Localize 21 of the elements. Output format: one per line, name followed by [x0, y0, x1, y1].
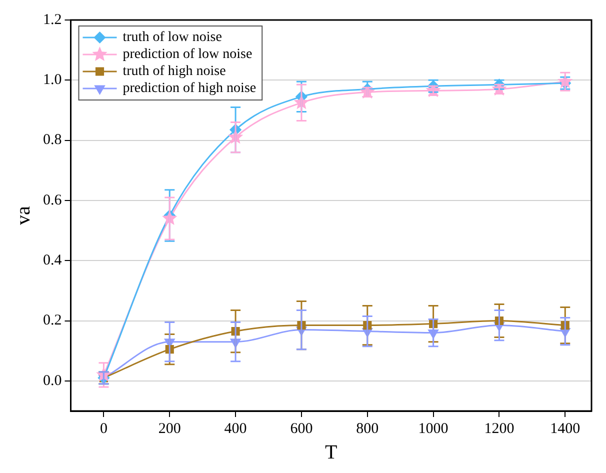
x-tick-label: 0 — [100, 420, 108, 437]
x-tick-label: 1400 — [550, 420, 580, 437]
x-tick-label: 400 — [224, 420, 247, 437]
x-tick-label: 800 — [356, 420, 379, 437]
y-tick-label: 1.2 — [43, 12, 62, 28]
x-tick-label: 600 — [290, 420, 313, 437]
legend-label: truth of low noise — [122, 30, 222, 46]
x-tick-label: 200 — [158, 420, 181, 437]
y-tick-label: 0.8 — [43, 132, 62, 148]
y-tick-label: 0.0 — [43, 372, 62, 389]
x-tick-label: 1000 — [418, 420, 448, 437]
x-tick-label: 1200 — [484, 420, 514, 437]
y-tick-label: 1.0 — [43, 72, 62, 88]
x-axis-title: T — [325, 441, 338, 464]
legend-label: prediction of low noise — [122, 47, 252, 62]
legend-label: truth of high noise — [122, 64, 226, 80]
y-tick-label: 0.4 — [43, 252, 62, 269]
y-tick-label: 0.6 — [43, 192, 62, 208]
legend-label: prediction of high noise — [122, 81, 256, 96]
y-axis-title: va — [12, 206, 34, 225]
y-tick-label: 0.2 — [43, 312, 62, 329]
